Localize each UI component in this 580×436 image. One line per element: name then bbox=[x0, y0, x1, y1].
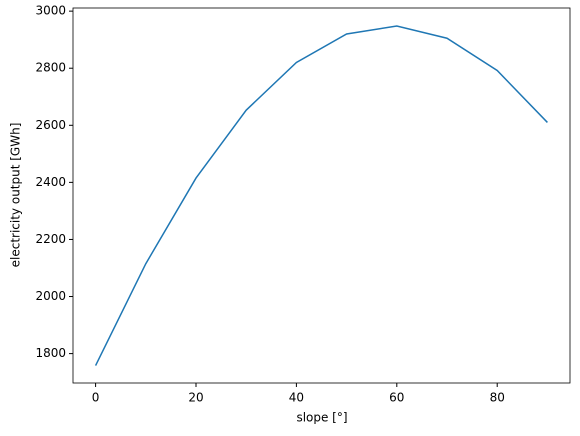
plot-frame bbox=[72, 7, 571, 384]
x-tick-label: 80 bbox=[490, 391, 505, 405]
x-tick-label: 0 bbox=[92, 391, 100, 405]
x-tick-label: 40 bbox=[289, 391, 304, 405]
x-tick-label: 60 bbox=[389, 391, 404, 405]
y-tick-label: 3000 bbox=[35, 4, 66, 18]
x-tick-label: 20 bbox=[188, 391, 203, 405]
y-tick-label: 2000 bbox=[35, 289, 66, 303]
y-tick-label: 2600 bbox=[35, 118, 66, 132]
x-axis-label: slope [°] bbox=[296, 411, 347, 425]
y-tick-label: 1800 bbox=[35, 346, 66, 360]
y-tick-label: 2800 bbox=[35, 61, 66, 75]
y-tick-label: 2200 bbox=[35, 232, 66, 246]
line bbox=[94, 25, 548, 366]
y-tick-label: 2400 bbox=[35, 175, 66, 189]
y-axis-label: electricity output [GWh] bbox=[9, 123, 23, 268]
